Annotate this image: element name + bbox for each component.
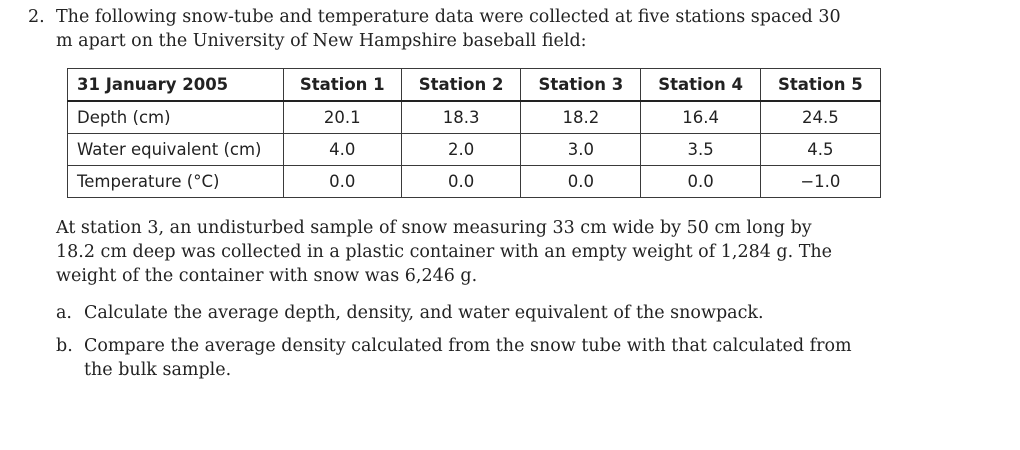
row-label-water-equivalent: Water equivalent (cm)	[67, 133, 284, 166]
temp-station-3: 0.0	[520, 165, 642, 198]
table-header-station-4: Station 4	[640, 68, 761, 102]
temp-station-1: 0.0	[282, 165, 402, 198]
subquestion-a-letter: a.	[56, 303, 72, 323]
depth-station-3: 18.2	[520, 100, 642, 134]
sample-description: At station 3, an undisturbed sample of s…	[56, 218, 833, 286]
swe-station-1: 4.0	[282, 133, 402, 166]
depth-station-4: 16.4	[640, 100, 761, 134]
table-header-station-5: Station 5	[759, 68, 882, 102]
row-label-temperature: Temperature (°C)	[67, 165, 284, 198]
subquestion-b-letter: b.	[56, 336, 73, 356]
table-row-temperature: Temperature (°C) 0.0 0.0 0.0 0.0 −1.0	[67, 165, 882, 198]
depth-station-5: 24.5	[759, 100, 882, 134]
snow-data-table: 31 January 2005 Station 1 Station 2 Stat…	[67, 68, 882, 198]
table-row-depth: Depth (cm) 20.1 18.3 18.2 16.4 24.5	[67, 100, 882, 134]
subquestion-a-text: Calculate the average depth, density, an…	[84, 303, 764, 323]
subquestion-a: a. Calculate the average depth, density,…	[56, 301, 856, 325]
swe-station-5: 4.5	[759, 133, 882, 166]
temp-station-5: −1.0	[759, 165, 882, 198]
subquestion-b: b. Compare the average density calculate…	[56, 334, 856, 382]
swe-station-4: 3.5	[640, 133, 761, 166]
temp-station-4: 0.0	[640, 165, 761, 198]
subquestion-b-text: Compare the average density calculated f…	[84, 336, 852, 380]
question-intro: The following snow-tube and temperature …	[56, 7, 841, 51]
temp-station-2: 0.0	[400, 165, 522, 198]
table-header-station-3: Station 3	[520, 68, 642, 102]
row-label-depth: Depth (cm)	[67, 100, 284, 134]
swe-station-3: 3.0	[520, 133, 642, 166]
table-row-water-equivalent: Water equivalent (cm) 4.0 2.0 3.0 3.5 4.…	[67, 133, 882, 166]
table-header-station-1: Station 1	[282, 68, 402, 102]
swe-station-2: 2.0	[400, 133, 522, 166]
depth-station-1: 20.1	[282, 100, 402, 134]
table-header-station-2: Station 2	[400, 68, 522, 102]
table-header-row: 31 January 2005 Station 1 Station 2 Stat…	[67, 68, 882, 102]
table-header-date: 31 January 2005	[67, 68, 284, 102]
question-number: 2.	[28, 7, 45, 27]
depth-station-2: 18.3	[400, 100, 522, 134]
